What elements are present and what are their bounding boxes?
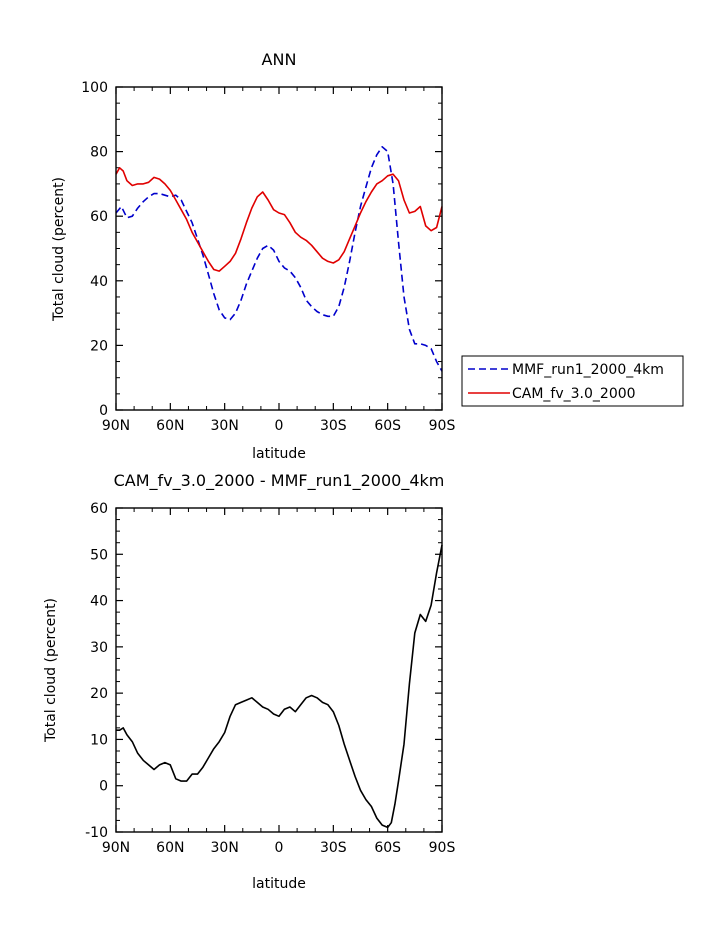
legend-box bbox=[461, 355, 684, 407]
top-chart-series bbox=[115, 146, 443, 372]
bottom-chart-ticks bbox=[115, 507, 443, 833]
bottom-y-tick-label: 30 bbox=[90, 640, 108, 656]
top-x-tick-label: 30S bbox=[320, 418, 347, 434]
top-chart-frame bbox=[115, 86, 443, 411]
bottom-x-tick-label: 30S bbox=[320, 840, 347, 856]
bottom-x-tick-label: 60S bbox=[374, 840, 401, 856]
bottom-y-tick-labels: -10 0 10 20 30 40 50 60 bbox=[85, 501, 108, 841]
top-series-line-mmf-run1-2000-4km bbox=[115, 146, 443, 372]
bottom-x-tick-labels: 90N 60N 30N 0 30S 60S 90S bbox=[102, 840, 456, 856]
top-y-tick-label: 80 bbox=[90, 145, 108, 161]
bottom-x-tick-label: 60N bbox=[156, 840, 184, 856]
top-x-tick-labels: 90N 60N 30N 0 30S 60S 90S bbox=[102, 418, 456, 434]
bottom-y-tick-label: 0 bbox=[99, 779, 108, 795]
top-x-tick-label: 60S bbox=[374, 418, 401, 434]
bottom-y-tick-label: -10 bbox=[85, 825, 108, 841]
bottom-y-tick-label: 60 bbox=[90, 501, 108, 517]
bottom-y-tick-label: 40 bbox=[90, 594, 108, 610]
bottom-x-tick-label: 30N bbox=[211, 840, 239, 856]
top-x-tick-label: 60N bbox=[156, 418, 184, 434]
bottom-chart-panel: CAM_fv_3.0_2000 - MMF_run1_2000_4km 90N 6… bbox=[43, 471, 455, 892]
bottom-y-axis-label: Total cloud (percent) bbox=[43, 598, 59, 743]
top-x-tick-label: 0 bbox=[275, 418, 284, 434]
top-series-line-cam-fv-3-0-2000 bbox=[115, 167, 443, 272]
top-chart-title: ANN bbox=[262, 50, 297, 69]
bottom-chart-series bbox=[116, 544, 443, 829]
bottom-x-axis-label: latitude bbox=[252, 876, 306, 892]
top-y-tick-label: 60 bbox=[90, 209, 108, 225]
bottom-y-tick-label: 20 bbox=[90, 686, 108, 702]
top-x-tick-label: 90N bbox=[102, 418, 130, 434]
bottom-x-tick-label: 0 bbox=[275, 840, 284, 856]
legend-label-mmf: MMF_run1_2000_4km bbox=[512, 362, 664, 378]
top-x-tick-label: 30N bbox=[211, 418, 239, 434]
bottom-series-line-difference bbox=[116, 544, 443, 829]
legend-label-cam: CAM_fv_3.0_2000 bbox=[512, 386, 636, 402]
bottom-chart-title: CAM_fv_3.0_2000 - MMF_run1_2000_4km bbox=[114, 471, 445, 491]
legend: MMF_run1_2000_4km CAM_fv_3.0_2000 bbox=[461, 355, 684, 407]
top-chart-ticks bbox=[115, 86, 443, 411]
top-y-tick-label: 40 bbox=[90, 274, 108, 290]
bottom-x-tick-label: 90N bbox=[102, 840, 130, 856]
top-y-axis-label: Total cloud (percent) bbox=[51, 177, 67, 322]
top-x-axis-label: latitude bbox=[252, 446, 306, 462]
top-x-tick-label: 90S bbox=[429, 418, 456, 434]
top-chart-panel: ANN 90N 60N 30N 0 30S 60S 90S 0 20 40 60 80 100 lat… bbox=[51, 50, 684, 462]
top-y-tick-label: 100 bbox=[81, 80, 108, 96]
top-y-tick-labels: 0 20 40 60 80 100 bbox=[81, 80, 108, 419]
bottom-y-tick-label: 50 bbox=[90, 547, 108, 563]
bottom-x-tick-label: 90S bbox=[429, 840, 456, 856]
top-y-tick-label: 0 bbox=[99, 403, 108, 419]
bottom-chart-frame bbox=[115, 507, 443, 833]
top-y-tick-label: 20 bbox=[90, 338, 108, 354]
bottom-y-tick-label: 10 bbox=[90, 732, 108, 748]
